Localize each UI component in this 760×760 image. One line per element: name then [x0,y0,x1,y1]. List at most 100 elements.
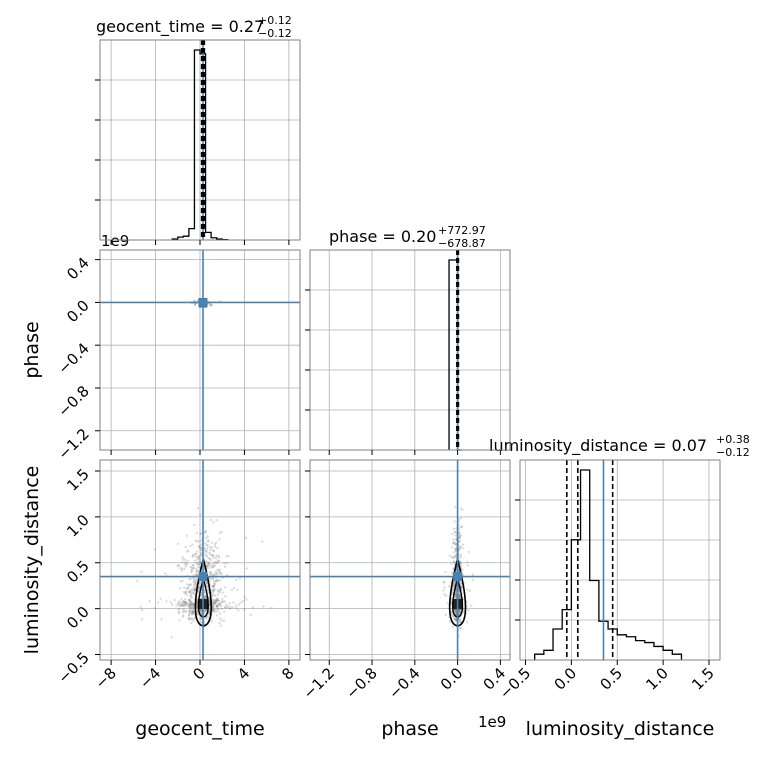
x-tick-label: −4 [136,664,164,692]
sample-point [193,299,196,303]
sample-point [453,551,456,554]
sample-point [217,554,220,557]
sample-point [185,602,189,605]
sample-point [211,565,214,569]
sample-point [211,554,214,557]
sample-point [213,582,216,586]
sample-point [192,584,195,587]
sample-point [208,579,212,582]
sample-point [175,604,178,607]
sample-point [197,555,200,559]
sample-point [444,613,448,617]
sample-point [443,586,446,589]
sample-point [199,608,203,612]
sample-point [198,557,202,561]
sample-point [210,304,214,307]
sample-point [185,609,188,613]
plot-layer: −8 −4 0 4 8 −1.2 −0.8 −0.4 0.0 0.4−0.5 0.0 0.5 1.0 1.… [54,39,721,703]
sample-point [193,523,196,527]
sample-point [160,618,163,621]
sample-point [197,545,201,548]
sample-point [453,555,457,558]
sample-point [251,606,255,609]
sample-point [212,549,216,553]
sample-point [459,620,462,624]
sample-point [181,610,185,614]
sample-point [179,603,183,607]
axis-label-geocent-time: geocent_time [135,718,264,740]
sample-point [212,521,215,524]
sample-point [198,546,201,549]
sample-point [189,592,192,595]
sample-point [148,599,151,603]
sample-point [187,613,191,617]
sample-point [207,539,210,542]
sample-point [178,566,181,570]
sample-point [444,570,447,574]
sample-point [185,593,188,597]
sample-point [190,611,193,615]
sample-point [188,598,191,601]
sample-point [450,555,454,559]
sample-point [213,545,217,548]
sample-point [197,566,200,569]
axis-label-luminosity-distance-x: luminosity_distance [526,718,715,740]
sample-point [458,608,461,612]
sample-point [210,541,214,545]
sample-point [190,612,193,615]
sample-point [459,534,462,538]
sample-point [184,565,187,568]
title-phase-plus: +772.97 [438,224,486,237]
sample-point [186,549,190,552]
sample-point [225,561,229,565]
sample-point [195,562,199,566]
sample-point [448,554,451,557]
sample-point [212,585,215,588]
sample-point [452,588,455,591]
sample-point [458,611,461,614]
sample-point [219,579,222,582]
sample-point [189,577,192,581]
sample-point [451,625,455,629]
sample-point [188,577,191,581]
sample-point [176,542,180,545]
sample-point [212,605,215,609]
sample-point [452,560,456,563]
sample-point [205,581,209,584]
sample-point [458,608,461,612]
sample-point [442,589,445,592]
panel-luminosity_distance-vs-phase [305,459,511,665]
title-luminosity-distance-minus: −0.12 [716,446,750,459]
sample-point [218,299,221,303]
sample-point [204,608,208,612]
sample-point [184,590,188,593]
sample-point [454,554,457,557]
sample-point [191,609,194,612]
sample-point [442,580,445,583]
sample-point [211,603,214,607]
sample-point [215,605,218,609]
sample-point [136,579,139,583]
sample-point [454,608,457,612]
sample-point [220,600,224,603]
sample-point [211,610,215,613]
sample-point [181,556,184,559]
sample-point [196,298,199,302]
sample-point [213,602,216,605]
sample-point [217,555,221,559]
sample-point [195,573,198,576]
sample-point [191,567,194,570]
sample-point [184,545,187,549]
sample-point [460,525,463,529]
sample-point [192,586,195,590]
sample-point [212,573,215,576]
sample-point [214,562,217,565]
sample-point [184,602,188,606]
sample-point [459,516,463,520]
sample-point [223,600,227,603]
sample-point [189,600,192,604]
sample-point [234,606,238,610]
sample-point [188,618,191,621]
sample-point [187,598,190,602]
sample-point [188,604,191,607]
